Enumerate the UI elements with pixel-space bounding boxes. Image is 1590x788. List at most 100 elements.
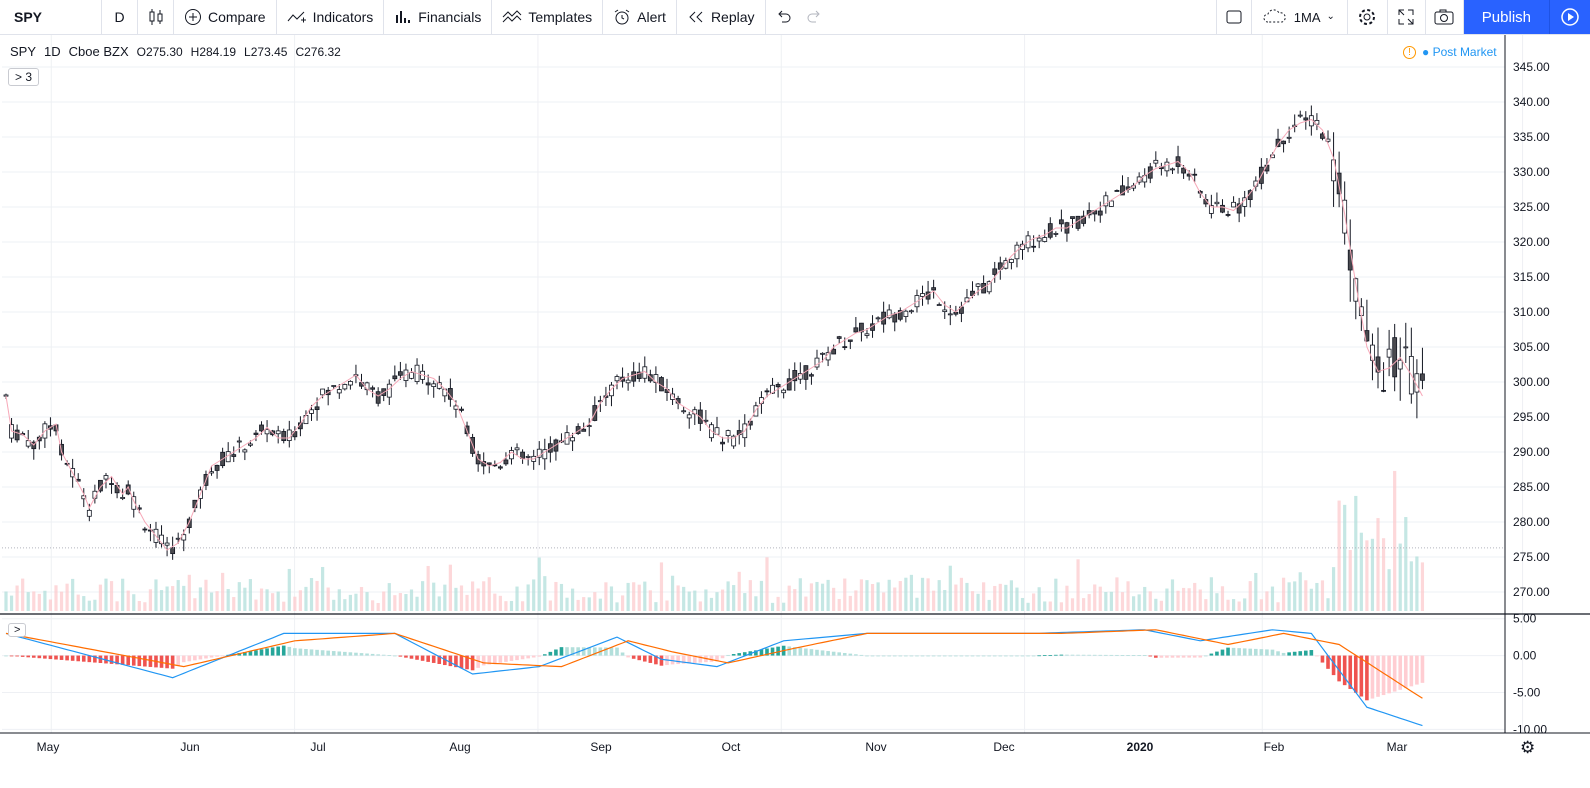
macd-histogram-bar xyxy=(631,655,636,659)
macd-histogram-bar xyxy=(376,654,380,656)
candle-body xyxy=(1231,201,1236,208)
undo-icon[interactable] xyxy=(776,10,792,24)
volume-bar xyxy=(776,596,780,611)
candle-body xyxy=(503,459,509,465)
indicators-button[interactable]: Indicators xyxy=(277,0,385,34)
macd-histogram-bar xyxy=(48,655,53,660)
candle-body xyxy=(1036,237,1042,242)
snapshot-button[interactable] xyxy=(1426,0,1464,34)
symbol-search-button[interactable]: SPY xyxy=(0,0,102,34)
chart-area[interactable]: 345.00 340.00 335.00 330.00 325.00 320.00 315.… xyxy=(0,35,1590,788)
alert-button[interactable]: Alert xyxy=(603,0,677,34)
candle-body xyxy=(936,304,942,306)
macd-histogram-bar xyxy=(1287,652,1291,656)
macd-histogram-bar xyxy=(1170,655,1175,658)
macd-histogram-bar xyxy=(804,648,808,656)
volume-bar xyxy=(1276,602,1280,611)
volume-bar xyxy=(554,581,558,611)
volume-bar xyxy=(765,557,769,611)
templates-button[interactable]: Templates xyxy=(492,0,604,34)
candle-body xyxy=(731,435,737,447)
publish-button[interactable]: Publish xyxy=(1463,0,1550,34)
macd-histogram-bar xyxy=(1348,655,1353,689)
macd-histogram-bar xyxy=(254,650,258,656)
price-chart[interactable]: 345.00 340.00 335.00 330.00 325.00 320.00 315.… xyxy=(0,35,1590,788)
candle-body xyxy=(431,383,437,387)
candle-body xyxy=(842,346,848,349)
macd-histogram-bar xyxy=(1087,654,1091,656)
play-button[interactable] xyxy=(1550,0,1590,34)
candle-body xyxy=(331,385,337,387)
post-market-indicator[interactable]: ! ● Post Market xyxy=(1403,45,1497,59)
volume-bar xyxy=(698,601,702,611)
fullscreen-button[interactable] xyxy=(1388,0,1426,34)
candle-body xyxy=(636,371,642,379)
redo-icon[interactable] xyxy=(806,10,822,24)
volume-bar xyxy=(232,597,236,611)
macd-histogram-bar xyxy=(754,650,758,656)
settings-button[interactable] xyxy=(1348,0,1388,34)
macd-histogram-bar xyxy=(792,647,797,656)
candle-body xyxy=(1181,167,1186,174)
candle-body xyxy=(86,509,92,517)
macd-histogram-bar xyxy=(181,655,186,663)
macd-histogram-bar xyxy=(365,653,369,656)
volume-bar xyxy=(159,590,164,611)
candle-body xyxy=(831,348,837,355)
candle-body xyxy=(103,475,109,480)
volume-bar xyxy=(443,584,447,611)
scale-settings-icon[interactable]: ⚙ xyxy=(1520,738,1536,757)
candle-body xyxy=(770,384,775,394)
legend-low: L273.45 xyxy=(244,44,288,59)
candle-body xyxy=(775,384,781,388)
macd-histogram-bar xyxy=(859,654,864,656)
volume-bar xyxy=(865,580,869,611)
volume-bar xyxy=(1231,599,1236,611)
macd-histogram-bar xyxy=(43,655,47,659)
interval-button[interactable]: D xyxy=(102,0,138,34)
volume-bar xyxy=(926,578,930,611)
macd-expand-button[interactable]: > xyxy=(8,623,27,637)
volume-bar xyxy=(604,582,608,611)
volume-bar xyxy=(448,564,452,611)
macd-histogram-bar xyxy=(276,646,280,656)
macd-histogram-bar xyxy=(504,655,508,662)
candle-body xyxy=(1170,168,1175,171)
chevron-down-icon: ⌄ xyxy=(1326,11,1335,22)
macd-histogram-bar xyxy=(1159,655,1164,658)
macd-histogram-bar xyxy=(343,651,347,656)
volume-bar xyxy=(959,577,964,611)
macd-histogram-bar xyxy=(176,655,180,666)
volume-bar xyxy=(1376,518,1380,611)
indicators-collapse-button[interactable]: > 3 xyxy=(8,68,40,86)
macd-histogram-bar xyxy=(1104,654,1108,656)
macd-histogram-bar xyxy=(76,655,81,662)
volume-bar xyxy=(421,581,425,611)
replay-button[interactable]: Replay xyxy=(677,0,766,34)
volume-bar xyxy=(1354,495,1358,611)
volume-bar xyxy=(115,601,119,611)
macd-histogram-bar xyxy=(454,655,458,668)
price-tick-label: 285.00 xyxy=(1513,480,1550,494)
candle-body xyxy=(897,310,903,320)
volume-bar xyxy=(759,580,764,611)
macd-histogram-bar xyxy=(592,647,597,656)
macd-histogram-bar xyxy=(1298,651,1303,656)
macd-histogram-bar xyxy=(1415,655,1419,685)
candle-body xyxy=(209,471,214,474)
volume-bar xyxy=(548,600,552,611)
candle-body xyxy=(14,429,20,441)
macd-histogram-bar xyxy=(531,655,536,658)
fullscreen-box-button[interactable] xyxy=(1215,0,1252,34)
macd-histogram-bar xyxy=(942,655,947,657)
financials-button[interactable]: Financials xyxy=(384,0,493,34)
macd-histogram-bar xyxy=(1131,655,1136,656)
layout-button[interactable]: 1MA ⌄ xyxy=(1252,0,1348,34)
interval-label: D xyxy=(114,9,125,25)
macd-histogram-bar xyxy=(870,655,875,657)
chart-style-button[interactable] xyxy=(138,0,174,34)
macd-histogram-bar xyxy=(415,655,419,660)
compare-button[interactable]: Compare xyxy=(174,0,277,34)
candle-body xyxy=(409,371,414,379)
macd-histogram-bar xyxy=(1220,649,1225,656)
